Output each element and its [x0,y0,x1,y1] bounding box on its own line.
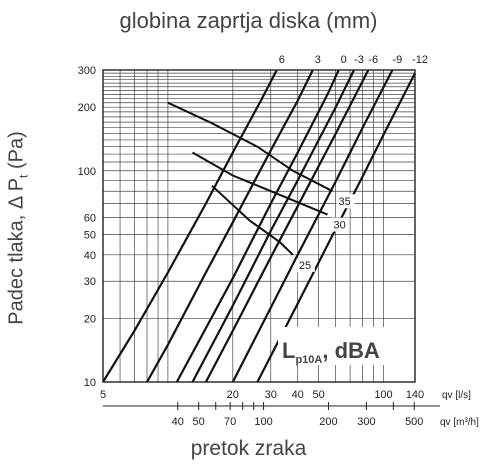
plot-frame [102,69,416,383]
series-line [191,69,355,383]
sound-legend-sub: p10A [295,354,322,366]
sound-curve [211,184,294,256]
series-line [102,69,278,383]
x-tick-label-m3h: 50 [193,416,205,428]
series-label: 6 [279,54,285,66]
x-tick-label-ls: 50 [312,389,324,401]
x-tick-label-m3h: 300 [357,416,375,428]
x-tick-label-ls: 40 [292,389,304,401]
x-tick-label-m3h: 100 [254,416,272,428]
y-tick-label: 40 [84,250,96,262]
x-tick-label-ls: 5 [100,389,106,401]
series-line [175,69,340,383]
x-tick-label-ls: 100 [374,389,392,401]
y-tick-label: 60 [84,213,96,225]
sound-curves [167,101,333,256]
x-unit-ls: qv [l/s] [442,390,471,401]
series-label: 3 [315,54,321,66]
sound-curve [192,151,328,216]
series-label: -9 [393,54,403,66]
sound-label: 30 [334,220,346,232]
series-line [146,69,314,383]
series-label: -3 [354,54,364,66]
y-tick-label: 10 [84,377,96,389]
sound-label-bg [336,194,355,209]
y-tick-label: 20 [84,313,96,325]
x-tick-label-m3h: 40 [172,416,184,428]
sound-legend-main: L [282,338,295,363]
chart-labels: 6 3 0 -3 -6 -9 -122530351020304050601002003005… [78,54,479,428]
chart-title: globina zaprtja diska (mm) [119,8,378,33]
sound-curve [167,101,333,193]
x-tick-label-m3h: 200 [319,416,337,428]
sound-label-bg [331,217,350,232]
x-tick-label-ls: 30 [265,389,277,401]
sound-legend-unit: , dBA [322,338,380,363]
y-tick-label: 30 [84,276,96,288]
y-tick-label: 50 [84,229,96,241]
sound-legend-bg [278,327,398,365]
x-tick-label-m3h: 70 [224,416,236,428]
x-unit-m3h: qv [m³/h] [440,417,479,428]
y-tick-label: 200 [78,102,96,114]
x-tick-label-m3h: 500 [405,416,423,428]
x-tick-label-ls: 20 [227,389,239,401]
sound-label: 35 [338,196,350,208]
series-line [231,69,394,383]
series-line [204,69,370,383]
series-label: 0 [341,54,347,66]
y-tick-label: 300 [78,65,96,77]
x-tick-label-ls: 140 [406,389,424,401]
sound-label-bg [296,257,315,272]
x-axis-title: pretok zraka [190,437,307,460]
sound-legend-label: Lp10A, dBA [282,338,380,366]
sound-label: 25 [299,260,311,272]
y-tick-label: 100 [78,166,96,178]
series-label: -12 [412,54,428,66]
series-label: -6 [368,54,378,66]
